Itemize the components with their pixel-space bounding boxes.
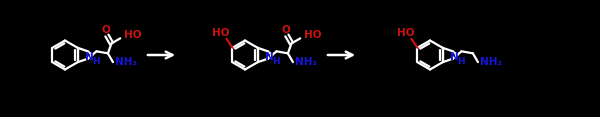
Text: O: O [101,26,110,35]
Text: HO: HO [304,30,321,40]
Text: HO: HO [212,28,229,38]
Text: NH₂: NH₂ [480,57,502,67]
Text: H: H [92,57,100,66]
Text: HO: HO [397,28,414,38]
Text: NH₂: NH₂ [295,57,317,67]
Text: N: N [451,52,459,62]
Text: N: N [85,52,94,62]
Text: NH₂: NH₂ [115,57,137,67]
Text: O: O [281,26,290,35]
Text: N: N [265,52,274,62]
Text: H: H [457,57,464,66]
Text: H: H [272,57,280,66]
Text: HO: HO [124,30,141,40]
